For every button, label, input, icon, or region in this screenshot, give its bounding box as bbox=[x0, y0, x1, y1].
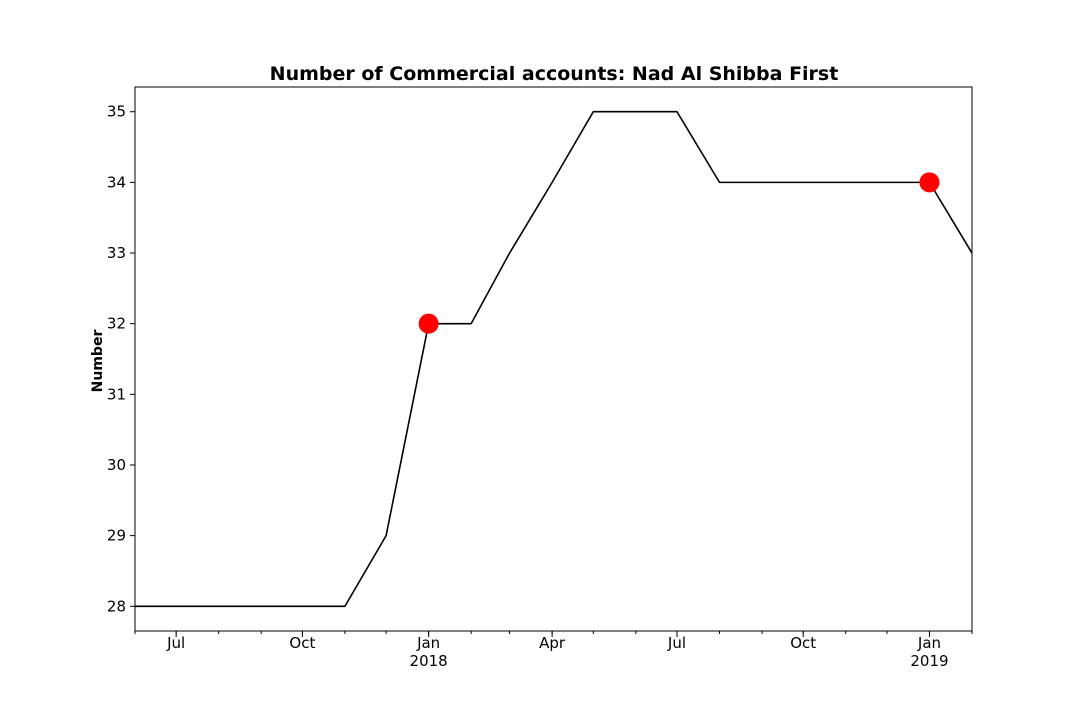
y-tick-label: 34 bbox=[107, 173, 126, 191]
x-tick-year-label: 2018 bbox=[410, 652, 448, 670]
y-tick-label: 32 bbox=[107, 315, 126, 333]
x-tick-label: Jul bbox=[667, 634, 686, 652]
y-tick-label: 35 bbox=[107, 103, 126, 121]
x-tick-label: Jan bbox=[416, 634, 440, 652]
highlight-marker bbox=[418, 313, 439, 334]
x-tick-label: Jul bbox=[166, 634, 185, 652]
y-axis-label: Number bbox=[90, 330, 106, 393]
y-tick-label: 31 bbox=[107, 385, 126, 403]
chart-title: Number of Commercial accounts: Nad Al Sh… bbox=[270, 63, 839, 85]
series-line bbox=[135, 110, 973, 608]
highlight-marker bbox=[919, 172, 940, 193]
plot-frame bbox=[134, 86, 973, 632]
y-tick-label: 33 bbox=[107, 244, 126, 262]
y-tick-label: 28 bbox=[107, 597, 126, 615]
x-tick-label: Oct bbox=[289, 634, 315, 652]
x-tick-label: Oct bbox=[790, 634, 816, 652]
x-tick-label: Jan bbox=[917, 634, 941, 652]
x-tick-label: Apr bbox=[539, 634, 566, 652]
x-tick-year-label: 2019 bbox=[910, 652, 948, 670]
y-tick-label: 30 bbox=[107, 456, 126, 474]
y-tick-label: 29 bbox=[107, 527, 126, 545]
